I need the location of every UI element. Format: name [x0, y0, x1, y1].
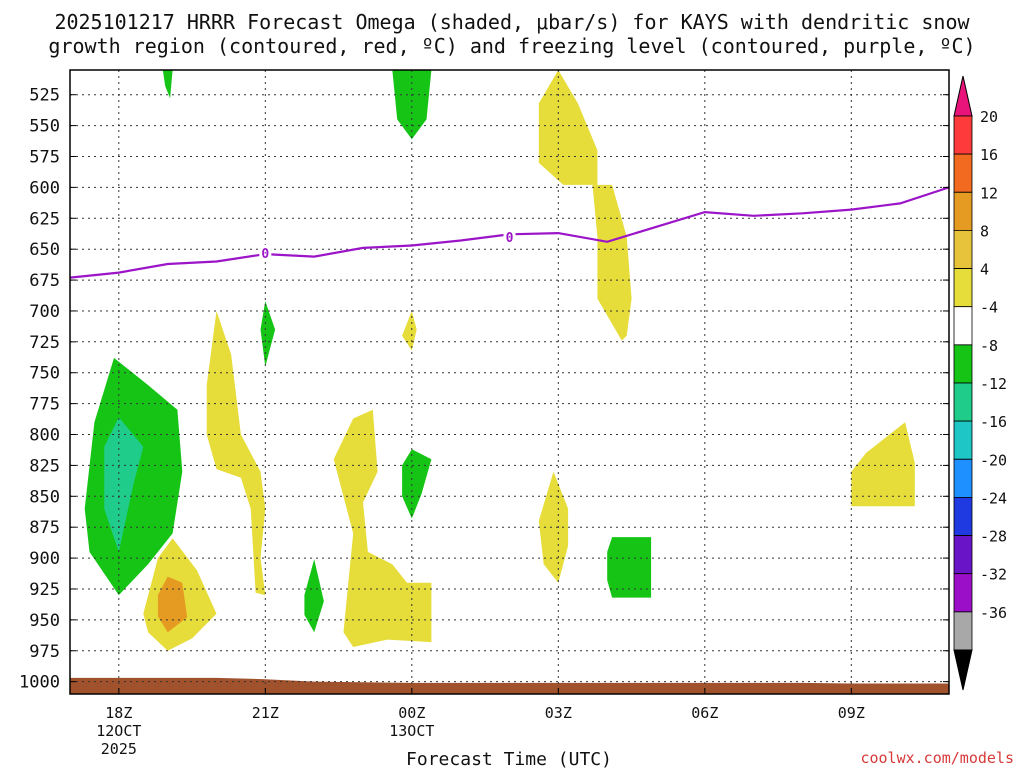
colorbar-label-11: -28: [980, 528, 1007, 546]
omega-region-10: [304, 559, 324, 633]
colorbar-swatch-4: [953, 268, 973, 308]
omega-region-13: [402, 449, 432, 519]
colorbar-swatch-5: [953, 306, 973, 346]
omega-region-16: [851, 422, 915, 507]
terrain: [70, 677, 949, 694]
freezing-level-label-bg-1: [503, 228, 516, 245]
y-axis-ticks: 525 550 575 600 625 650 675 700 725 750 775 800 825 8…: [19, 86, 949, 693]
colorbar: 20 16 12 8 4 -4 -8 -12 -16 -20 -24 -28 -32 -36: [953, 75, 1007, 691]
colorbar-label-10: -24: [980, 489, 1007, 507]
colorbar-swatch-2: [953, 191, 973, 231]
freezing-level: 00: [70, 186, 949, 279]
y-tick-label-750: 750: [29, 364, 60, 384]
y-tick-label-600: 600: [29, 178, 60, 198]
y-tick-label-925: 925: [29, 580, 60, 600]
omega-region-8: [206, 311, 266, 596]
omega-region-12: [402, 311, 417, 351]
colorbar-label-1: 16: [980, 146, 998, 164]
y-tick-label-550: 550: [29, 117, 60, 137]
x-tick-label-9: 03Z: [545, 704, 572, 722]
chart-title-line-1: 2025101217 HRRR Forecast Omega (shaded, …: [54, 10, 970, 34]
y-tick-label-875: 875: [29, 518, 60, 538]
y-tick-label-850: 850: [29, 487, 60, 507]
x-tick-label-3: 21Z: [252, 704, 279, 722]
x-tick-label-6: 00Z: [398, 704, 425, 722]
colorbar-label-13: -36: [980, 604, 1007, 622]
y-tick-label-575: 575: [29, 147, 60, 167]
omega-region-5: [104, 417, 144, 552]
omega-region-2: [538, 70, 598, 185]
omega-region-9: [260, 301, 276, 367]
x-tick-date-6: 13OCT: [389, 722, 434, 740]
x-tick-label-12: 06Z: [691, 704, 718, 722]
omega-region-14: [538, 471, 569, 583]
y-tick-label-900: 900: [29, 549, 60, 569]
colorbar-label-12: -32: [980, 566, 1007, 584]
freezing-level-label-bg-0: [259, 244, 272, 261]
omega-region-11: [333, 409, 432, 647]
colorbar-swatch-7: [953, 382, 973, 422]
freezing-level-label-0: 0: [261, 247, 269, 262]
omega-region-1: [392, 70, 432, 140]
x-tick-label-15: 09Z: [838, 704, 865, 722]
chart-title-line-2: growth region (contoured, red, ºC) and f…: [48, 34, 975, 58]
colorbar-label-8: -16: [980, 413, 1007, 431]
omega-region-15: [607, 537, 652, 598]
y-tick-label-700: 700: [29, 302, 60, 322]
terrain-fill: [70, 677, 949, 694]
colorbar-label-7: -12: [980, 375, 1007, 393]
colorbar-bottom-arrow: [953, 649, 973, 691]
colorbar-label-5: -4: [980, 299, 998, 317]
freezing-level-label-1: 0: [506, 231, 514, 246]
colorbar-swatch-1: [953, 153, 973, 193]
plot-frame: [69, 69, 950, 695]
colorbar-label-0: 20: [980, 108, 998, 126]
y-tick-label-825: 825: [29, 456, 60, 476]
y-tick-label-675: 675: [29, 271, 60, 291]
y-tick-label-950: 950: [29, 611, 60, 631]
colorbar-swatch-10: [953, 496, 973, 536]
y-tick-label-775: 775: [29, 395, 60, 415]
y-tick-label-525: 525: [29, 86, 60, 106]
colorbar-swatch-11: [953, 535, 973, 575]
colorbar-swatch-3: [953, 229, 973, 269]
colorbar-label-3: 8: [980, 222, 989, 240]
credit-text: coolwx.com/models: [860, 749, 1014, 767]
omega-region-3: [592, 184, 632, 341]
y-tick-label-975: 975: [29, 642, 60, 662]
y-tick-label-650: 650: [29, 240, 60, 260]
colorbar-swatch-0: [953, 115, 973, 155]
y-tick-label-800: 800: [29, 426, 60, 446]
x-tick-label-0: 18Z: [105, 704, 132, 722]
colorbar-swatch-12: [953, 573, 973, 613]
colorbar-label-9: -20: [980, 451, 1007, 469]
grid: [70, 70, 949, 694]
colorbar-swatch-6: [953, 344, 973, 384]
omega-shading: [84, 70, 915, 651]
colorbar-swatch-8: [953, 420, 973, 460]
x-tick-date-0: 12OCT: [96, 722, 141, 740]
colorbar-swatch-9: [953, 458, 973, 498]
y-tick-label-1000: 1000: [19, 673, 60, 693]
y-tick-label-725: 725: [29, 333, 60, 353]
colorbar-label-6: -8: [980, 337, 998, 355]
y-tick-label-625: 625: [29, 209, 60, 229]
colorbar-swatch-13: [953, 611, 973, 651]
colorbar-label-2: 12: [980, 184, 998, 202]
omega-region-0: [162, 70, 173, 99]
colorbar-label-4: 4: [980, 261, 989, 279]
colorbar-top-arrow: [953, 75, 973, 117]
x-axis-label: Forecast Time (UTC): [406, 749, 612, 768]
x-tick-year-0: 2025: [101, 740, 137, 758]
omega-region-7: [157, 576, 188, 633]
